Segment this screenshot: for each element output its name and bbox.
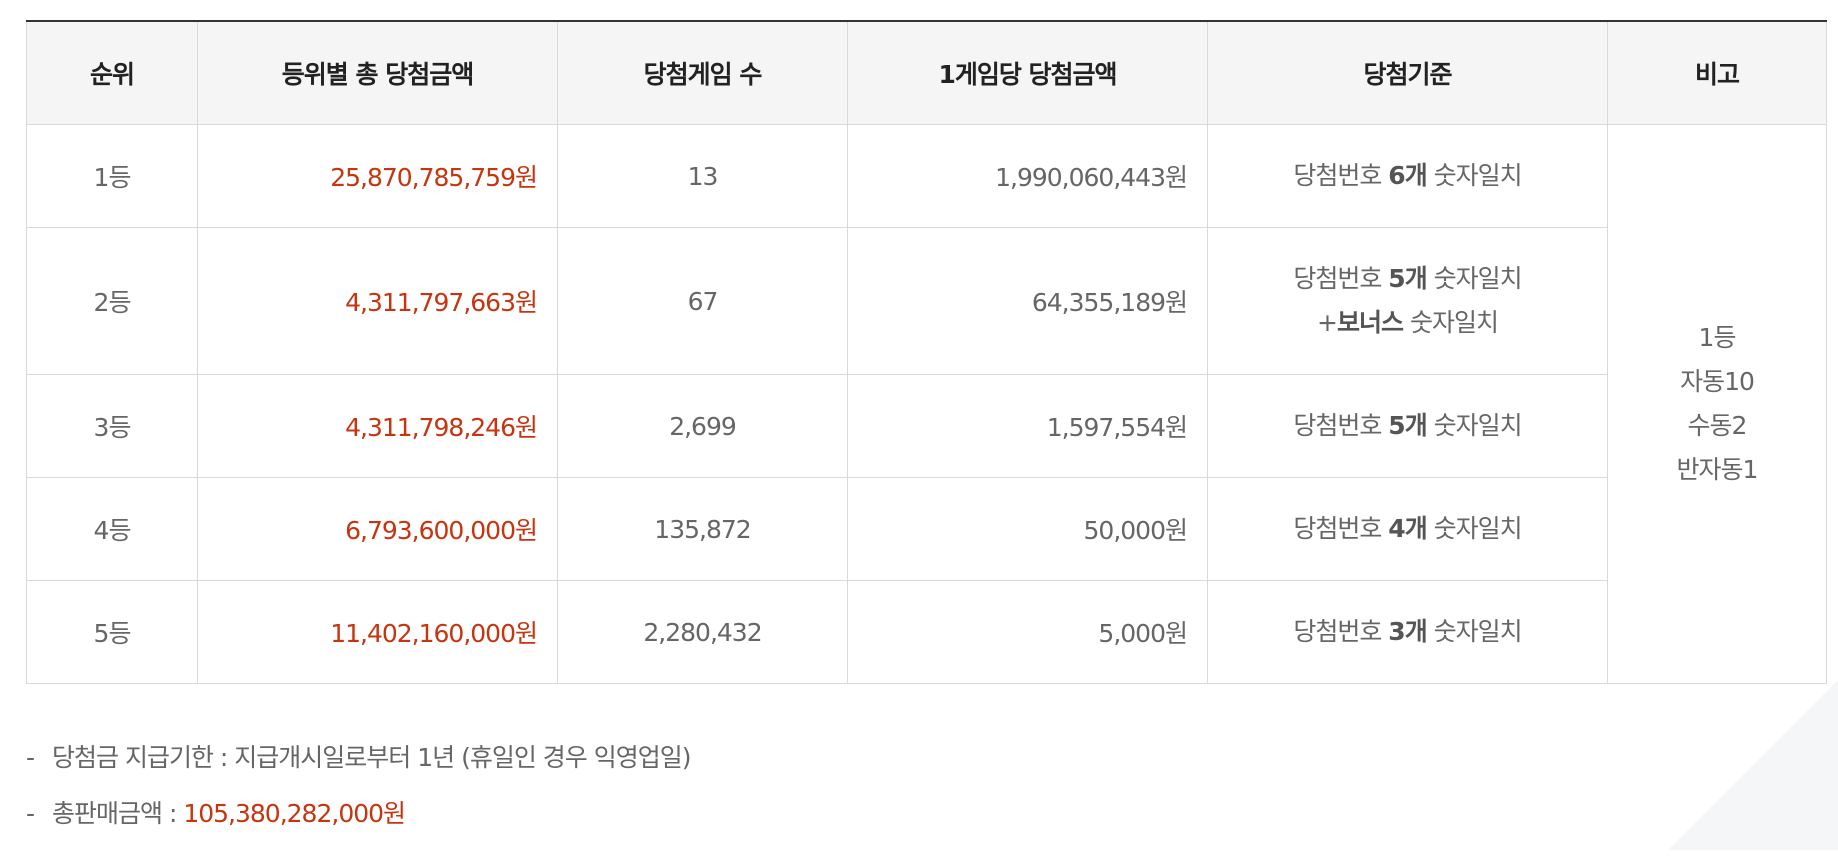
header-remark: 비고 [1607,20,1827,125]
per-game-amount-cell: 1,597,554원 [847,374,1208,478]
note-dash: - [26,743,35,772]
header-winning-games: 당첨게임 수 [557,20,848,125]
rank-cell: 1등 [26,124,198,228]
criteria-bonus-prefix: + [1317,308,1338,337]
background-decoration [1668,680,1838,850]
criteria-count: 5개 [1388,411,1427,440]
criteria-count: 3개 [1388,617,1427,646]
per-game-amount-cell: 64,355,189원 [847,227,1208,375]
criteria-bonus-suffix: 숫자일치 [1403,308,1499,337]
remark-line: 1등 [1698,323,1737,352]
games-cell: 135,872 [557,477,848,581]
criteria-cell: 당첨번호 5개 숫자일치 [1207,374,1608,478]
games-cell: 2,699 [557,374,848,478]
table-header-row: 순위 등위별 총 당첨금액 당첨게임 수 1게임당 당첨금액 당첨기준 비고 [26,20,1827,125]
total-amount-cell: 25,870,785,759원 [197,124,558,228]
table-row: 2등 4,311,797,663원 67 64,355,189원 당첨번호 5개… [26,227,1827,375]
per-game-amount-cell: 50,000원 [847,477,1208,581]
games-cell: 67 [557,227,848,375]
criteria-count: 4개 [1388,514,1427,543]
criteria-prefix: 당첨번호 [1293,161,1389,190]
total-sales-label: 총판매금액 : [52,799,184,828]
criteria-cell: 당첨번호 5개 숫자일치 +보너스 숫자일치 [1207,227,1608,375]
prize-table: 순위 등위별 총 당첨금액 당첨게임 수 1게임당 당첨금액 당첨기준 비고 1… [26,20,1827,684]
criteria-suffix: 숫자일치 [1426,617,1523,646]
criteria-cell: 당첨번호 4개 숫자일치 [1207,477,1608,581]
remark-line: 수동2 [1687,411,1748,440]
rank-cell: 5등 [26,580,198,684]
table-row: 5등 11,402,160,000원 2,280,432 5,000원 당첨번호… [26,580,1827,684]
criteria-count: 6개 [1388,161,1427,190]
rank-cell: 4등 [26,477,198,581]
payment-deadline-label: 당첨금 지급기한 : [52,743,235,772]
note-total-sales: - 총판매금액 : 105,380,282,000원 [26,786,1826,842]
rank-cell: 2등 [26,227,198,375]
criteria-suffix: 숫자일치 [1426,514,1523,543]
criteria-count: 5개 [1388,264,1427,293]
per-game-amount-cell: 5,000원 [847,580,1208,684]
header-per-game-amount: 1게임당 당첨금액 [847,20,1208,125]
rank-cell: 3등 [26,374,198,478]
prize-section: 순위 등위별 총 당첨금액 당첨게임 수 1게임당 당첨금액 당첨기준 비고 1… [26,20,1827,858]
remark-cell: 1등 자동10 수동2 반자동1 [1607,124,1827,684]
remark-line: 반자동1 [1676,455,1759,484]
criteria-suffix: 숫자일치 [1426,411,1523,440]
criteria-cell: 당첨번호 6개 숫자일치 [1207,124,1608,228]
criteria-prefix: 당첨번호 [1293,514,1389,543]
table-row: 3등 4,311,798,246원 2,699 1,597,554원 당첨번호 … [26,374,1827,478]
total-amount-cell: 11,402,160,000원 [197,580,558,684]
criteria-prefix: 당첨번호 [1293,264,1389,293]
total-amount-cell: 4,311,797,663원 [197,227,558,375]
per-game-amount-cell: 1,990,060,443원 [847,124,1208,228]
header-criteria: 당첨기준 [1207,20,1608,125]
total-sales-value: 105,380,282,000원 [183,799,406,828]
criteria-cell: 당첨번호 3개 숫자일치 [1207,580,1608,684]
total-amount-cell: 4,311,798,246원 [197,374,558,478]
remark-line: 자동10 [1680,367,1755,396]
table-row: 4등 6,793,600,000원 135,872 50,000원 당첨번호 4… [26,477,1827,581]
note-dash: - [26,799,35,828]
criteria-bonus: 보너스 [1336,308,1404,337]
note-payment-deadline: - 당첨금 지급기한 : 지급개시일로부터 1년 (휴일인 경우 익영업일) [26,730,1826,786]
criteria-prefix: 당첨번호 [1293,617,1389,646]
total-amount-cell: 6,793,600,000원 [197,477,558,581]
table-row: 1등 25,870,785,759원 13 1,990,060,443원 당첨번… [26,124,1827,684]
header-rank: 순위 [26,20,198,125]
notes-list: - 당첨금 지급기한 : 지급개시일로부터 1년 (휴일인 경우 익영업일) -… [26,730,1826,842]
games-cell: 2,280,432 [557,580,848,684]
payment-deadline-value: 지급개시일로부터 1년 (휴일인 경우 익영업일) [234,743,691,772]
header-total-amount: 등위별 총 당첨금액 [197,20,558,125]
criteria-suffix: 숫자일치 [1426,264,1523,293]
criteria-suffix: 숫자일치 [1426,161,1523,190]
games-cell: 13 [557,124,848,228]
criteria-prefix: 당첨번호 [1293,411,1389,440]
